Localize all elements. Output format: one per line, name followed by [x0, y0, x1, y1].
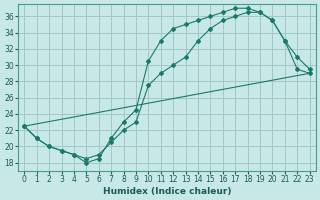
- X-axis label: Humidex (Indice chaleur): Humidex (Indice chaleur): [103, 187, 231, 196]
